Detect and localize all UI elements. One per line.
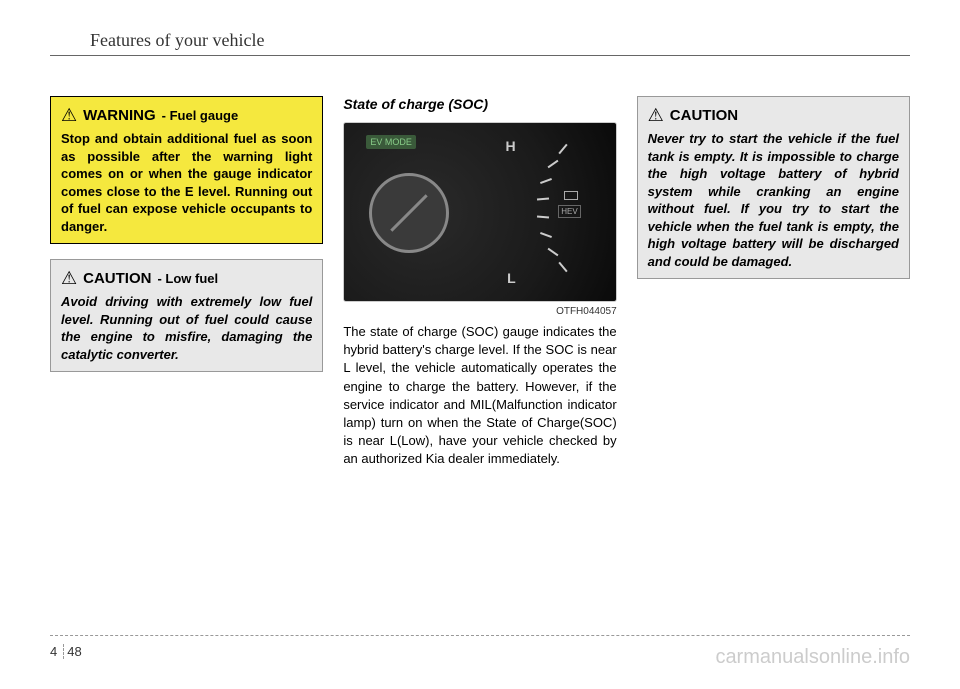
caution-subtitle: - Low fuel bbox=[157, 271, 218, 286]
caution-icon: ⚠ bbox=[61, 268, 77, 289]
warning-icon: ⚠ bbox=[61, 105, 77, 126]
caution-empty-tank: ⚠ CAUTION Never try to start the vehicle… bbox=[637, 96, 910, 279]
caution-title-2: CAUTION bbox=[670, 107, 738, 124]
warning-header: ⚠ WARNING - Fuel gauge bbox=[61, 105, 312, 126]
caution-body: Avoid driving with extremely low fuel le… bbox=[61, 293, 312, 363]
warning-title: WARNING bbox=[83, 107, 156, 124]
ev-mode-badge: EV MODE bbox=[366, 135, 416, 149]
header-rule bbox=[50, 55, 910, 56]
caution-icon-2: ⚠ bbox=[648, 105, 664, 126]
gauge-dial-icon bbox=[369, 173, 449, 253]
content-area: ⚠ WARNING - Fuel gauge Stop and obtain a… bbox=[50, 96, 910, 469]
section-number: 4 bbox=[50, 644, 64, 659]
warning-body: Stop and obtain additional fuel as soon … bbox=[61, 130, 312, 235]
footer-rule bbox=[50, 635, 910, 636]
gauge-scale-icon bbox=[501, 148, 561, 278]
caution-low-fuel: ⚠ CAUTION - Low fuel Avoid driving with … bbox=[50, 259, 323, 372]
page-header: Features of your vehicle bbox=[50, 30, 910, 56]
column-2: State of charge (SOC) EV MODE H L HEV OT… bbox=[343, 96, 616, 469]
watermark: carmanualsonline.info bbox=[715, 646, 910, 669]
warning-fuel-gauge: ⚠ WARNING - Fuel gauge Stop and obtain a… bbox=[50, 96, 323, 244]
column-1: ⚠ WARNING - Fuel gauge Stop and obtain a… bbox=[50, 96, 323, 469]
caution-title: CAUTION bbox=[83, 270, 151, 287]
page-title: Features of your vehicle bbox=[50, 30, 264, 51]
page-number-value: 48 bbox=[67, 644, 81, 659]
column-3: ⚠ CAUTION Never try to start the vehicle… bbox=[637, 96, 910, 469]
caution-body-2: Never try to start the vehicle if the fu… bbox=[648, 130, 899, 270]
battery-icon bbox=[564, 191, 578, 200]
caution-header-2: ⚠ CAUTION bbox=[648, 105, 899, 126]
warning-subtitle: - Fuel gauge bbox=[162, 108, 239, 123]
soc-body-text: The state of charge (SOC) gauge indicate… bbox=[343, 323, 616, 469]
soc-heading: State of charge (SOC) bbox=[343, 96, 616, 112]
hev-label: HEV bbox=[558, 205, 580, 218]
image-code: OTFH044057 bbox=[343, 306, 616, 317]
soc-gauge-image: EV MODE H L HEV bbox=[343, 122, 616, 302]
caution-header: ⚠ CAUTION - Low fuel bbox=[61, 268, 312, 289]
